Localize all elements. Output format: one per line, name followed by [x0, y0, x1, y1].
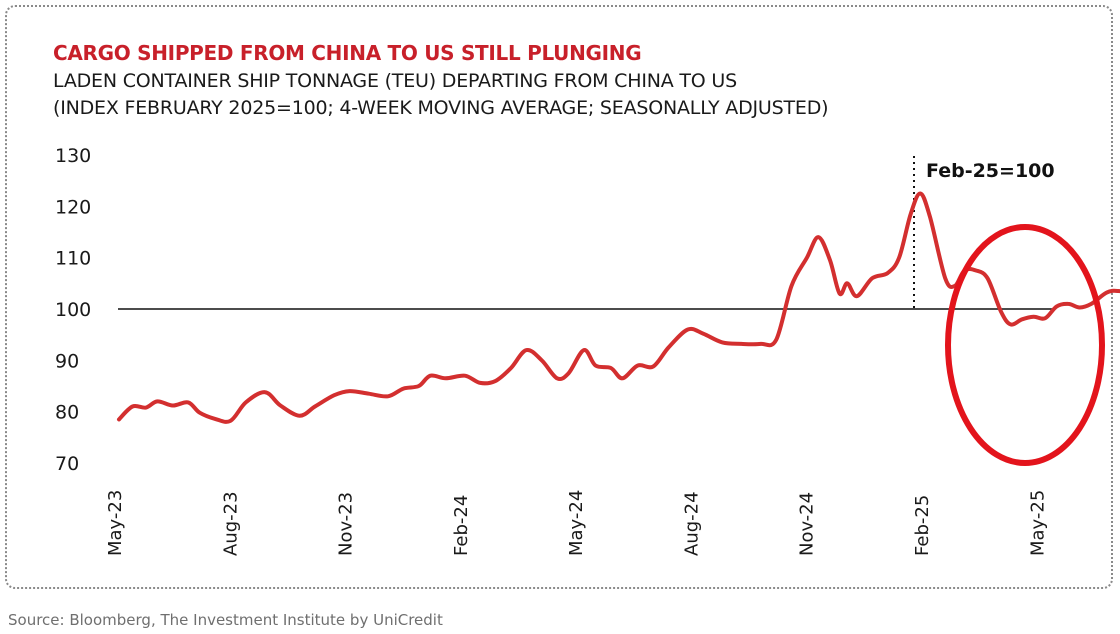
x-tick-label: May-25 — [1027, 490, 1048, 556]
annotation-label: Feb-25=100 — [926, 160, 1055, 182]
x-tick-label: Aug-24 — [681, 491, 702, 556]
y-axis: 70 80 90 100 110 120 130 — [55, 145, 91, 475]
x-tick-label: Nov-24 — [797, 492, 818, 556]
y-tick-label: 110 — [55, 248, 91, 270]
y-tick-label: 90 — [55, 350, 79, 372]
source-note: Source: Bloomberg, The Investment Instit… — [8, 611, 443, 629]
x-tick-label: Nov-23 — [336, 492, 357, 556]
y-tick-label: 70 — [55, 453, 79, 475]
y-tick-label: 80 — [55, 402, 79, 424]
x-tick-label: Feb-24 — [451, 495, 472, 556]
x-tick-label: Aug-23 — [220, 491, 241, 556]
x-tick-label: Feb-25 — [912, 495, 933, 556]
chart-title: CARGO SHIPPED FROM CHINA TO US STILL PLU… — [53, 41, 642, 65]
x-axis: May-23 Aug-23 Nov-23 Feb-24 May-24 Aug-24 Nov-… — [105, 490, 1048, 556]
chart-subtitle-line-1: LADEN CONTAINER SHIP TONNAGE (TEU) DEPAR… — [53, 70, 737, 92]
y-tick-label: 100 — [55, 299, 91, 321]
chart-frame — [5, 5, 1113, 589]
highlight-ellipse — [945, 224, 1105, 466]
chart-subtitle-line-2: (INDEX FEBRUARY 2025=100; 4-WEEK MOVING … — [53, 97, 829, 119]
y-tick-label: 130 — [55, 145, 91, 167]
series-line — [117, 191, 1120, 424]
y-tick-label: 120 — [55, 196, 91, 218]
x-tick-label: May-23 — [105, 490, 126, 556]
x-tick-label: May-24 — [566, 490, 587, 556]
